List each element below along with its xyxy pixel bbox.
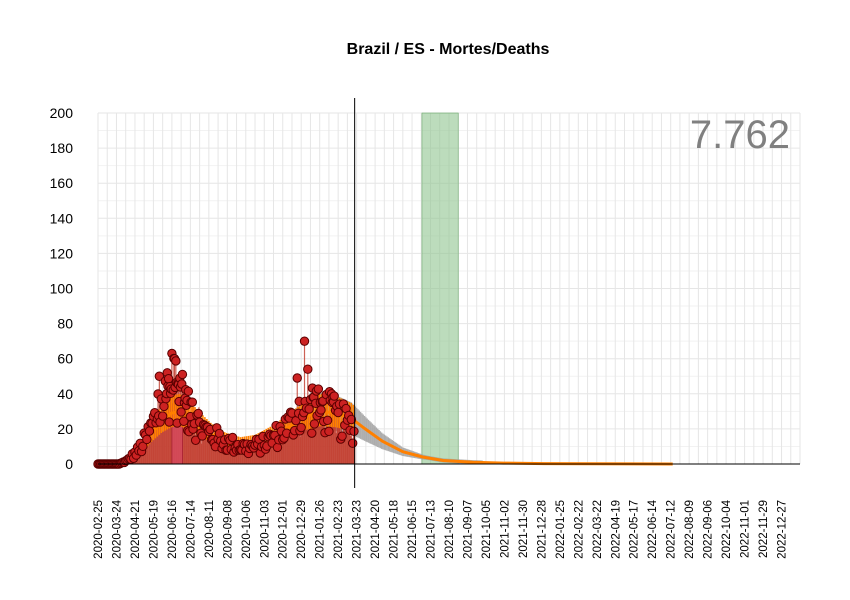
x-tick-label: 2021-05-18 bbox=[389, 500, 401, 559]
x-tick-label: 2022-05-17 bbox=[629, 500, 641, 559]
x-tick-label: 2020-05-19 bbox=[148, 500, 160, 559]
daily-death-point bbox=[227, 432, 238, 443]
daily-death-point bbox=[187, 397, 198, 407]
daily-death-point bbox=[171, 356, 181, 366]
x-tick-label: 2022-01-25 bbox=[555, 500, 567, 559]
x-tick-label: 2022-03-22 bbox=[592, 500, 604, 559]
x-tick-label: 2022-12-27 bbox=[777, 500, 789, 559]
daily-death-point bbox=[299, 336, 310, 346]
x-tick-label: 2021-09-07 bbox=[463, 500, 475, 559]
x-tick-label: 2020-08-11 bbox=[204, 500, 216, 558]
points-layer bbox=[93, 336, 359, 469]
daily-death-point bbox=[272, 442, 283, 453]
daily-death-point bbox=[159, 401, 169, 412]
x-tick-label: 2022-09-06 bbox=[703, 500, 715, 559]
x-tick-label: 2020-10-06 bbox=[241, 500, 253, 559]
x-tick-label: 2022-02-22 bbox=[573, 500, 585, 559]
y-tick-label: 160 bbox=[50, 175, 74, 191]
x-tick-label: 2022-07-12 bbox=[666, 500, 678, 559]
x-tick-label: 2021-11-30 bbox=[518, 500, 530, 558]
daily-death-point bbox=[190, 435, 201, 445]
x-tick-label: 2022-04-19 bbox=[610, 500, 622, 559]
x-tick-label: 2021-02-23 bbox=[333, 500, 345, 559]
daily-death-point bbox=[304, 404, 314, 414]
x-tick-label: 2020-03-24 bbox=[112, 499, 124, 558]
x-tick-label: 2022-10-04 bbox=[721, 499, 733, 558]
daily-death-point bbox=[309, 419, 320, 429]
daily-death-point bbox=[179, 416, 189, 426]
daily-death-point bbox=[292, 373, 302, 383]
x-ticks: 2020-02-25 2020-03-24 2020-04-21 2020-05-19… bbox=[93, 499, 789, 558]
x-tick-label: 2021-12-28 bbox=[536, 500, 548, 559]
x-tick-label: 2022-06-14 bbox=[647, 499, 659, 558]
total-deaths-label: 7.762 bbox=[690, 113, 790, 157]
daily-death-point bbox=[337, 431, 347, 441]
daily-death-point bbox=[164, 417, 174, 427]
x-tick-label: 2020-07-14 bbox=[185, 499, 197, 558]
highlight-period bbox=[421, 112, 459, 465]
y-tick-label: 200 bbox=[50, 105, 74, 121]
x-tick-label: 2020-04-21 bbox=[130, 500, 142, 559]
x-tick-label: 2021-10-05 bbox=[481, 500, 493, 559]
daily-death-point bbox=[154, 371, 165, 381]
daily-death-point bbox=[346, 414, 357, 425]
x-tick-label: 2020-02-25 bbox=[93, 500, 105, 559]
y-tick-label: 140 bbox=[50, 210, 74, 226]
x-tick-label: 2021-07-13 bbox=[426, 500, 438, 559]
chart-title: Brazil / ES - Mortes/Deaths bbox=[346, 41, 550, 58]
y-tick-label: 0 bbox=[65, 456, 73, 472]
x-tick-label: 2021-03-23 bbox=[352, 500, 364, 559]
x-tick-label: 2022-08-09 bbox=[684, 500, 696, 559]
daily-death-point bbox=[142, 434, 152, 445]
y-ticks: 0 20 40 60 80 100 120 140 160 180 200 bbox=[50, 105, 74, 472]
x-tick-label: 2021-08-10 bbox=[444, 500, 456, 559]
x-tick-label: 2021-11-02 bbox=[499, 500, 511, 558]
daily-death-point bbox=[313, 384, 324, 394]
daily-death-point bbox=[197, 431, 207, 441]
daily-death-point bbox=[193, 408, 203, 419]
x-tick-label: 2020-06-16 bbox=[167, 500, 179, 559]
y-tick-label: 120 bbox=[50, 245, 74, 261]
daily-death-point bbox=[324, 426, 334, 437]
highlight-layer bbox=[421, 112, 459, 465]
x-tick-label: 2021-06-15 bbox=[407, 500, 419, 559]
axis-layer bbox=[98, 98, 800, 488]
daily-death-point bbox=[157, 411, 168, 421]
x-tick-label: 2020-11-03 bbox=[259, 500, 271, 558]
x-tick-label: 2020-12-01 bbox=[278, 500, 290, 559]
y-tick-label: 180 bbox=[50, 140, 74, 156]
daily-death-point bbox=[303, 364, 313, 374]
daily-death-point bbox=[349, 426, 359, 436]
daily-death-point bbox=[322, 415, 333, 426]
x-tick-label: 2022-11-01 bbox=[740, 500, 752, 558]
daily-death-point bbox=[307, 428, 317, 438]
daily-death-point bbox=[163, 374, 174, 384]
x-tick-label: 2020-12-29 bbox=[296, 500, 308, 559]
daily-death-point bbox=[296, 422, 306, 433]
daily-death-point bbox=[144, 426, 155, 436]
x-tick-label: 2021-04-20 bbox=[370, 500, 382, 559]
daily-death-point bbox=[347, 438, 358, 448]
daily-death-point bbox=[329, 391, 339, 401]
daily-death-point bbox=[316, 405, 326, 415]
daily-death-point bbox=[177, 369, 188, 380]
x-tick-label: 2021-01-26 bbox=[315, 500, 327, 559]
x-tick-label: 2020-09-08 bbox=[222, 500, 234, 559]
y-tick-label: 80 bbox=[57, 316, 73, 332]
daily-death-point bbox=[138, 441, 148, 452]
daily-death-point bbox=[183, 386, 194, 396]
y-tick-label: 20 bbox=[57, 421, 73, 437]
y-tick-label: 40 bbox=[57, 386, 73, 402]
y-tick-label: 100 bbox=[50, 281, 74, 297]
daily-death-point bbox=[176, 407, 186, 417]
daily-death-point bbox=[333, 407, 343, 418]
y-tick-label: 60 bbox=[57, 351, 73, 367]
x-tick-label: 2022-11-29 bbox=[758, 500, 770, 558]
